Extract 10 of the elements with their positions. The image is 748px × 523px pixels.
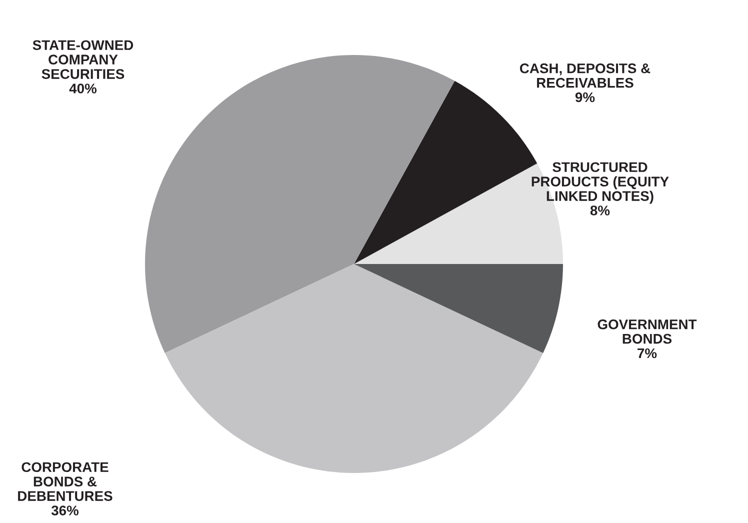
slice-label: CORPORATE BONDS & DEBENTURES bbox=[18, 462, 112, 501]
data-label: 9% bbox=[575, 92, 595, 102]
slice-label: CASH, DEPOSITS & RECEIVABLES bbox=[520, 63, 650, 88]
slice-label: STATE-OWNED COMPANY SECURITIES bbox=[32, 40, 134, 79]
data-label: 40% bbox=[69, 84, 97, 94]
data-label: 7% bbox=[638, 348, 657, 358]
data-label: 36% bbox=[51, 506, 79, 516]
slice-label: STRUCTURED PRODUCTS (EQUITY LINKED NOTES) bbox=[532, 162, 669, 204]
data-label: 8% bbox=[590, 206, 610, 216]
slice-label: GOVERNMENT BONDS bbox=[598, 319, 697, 344]
